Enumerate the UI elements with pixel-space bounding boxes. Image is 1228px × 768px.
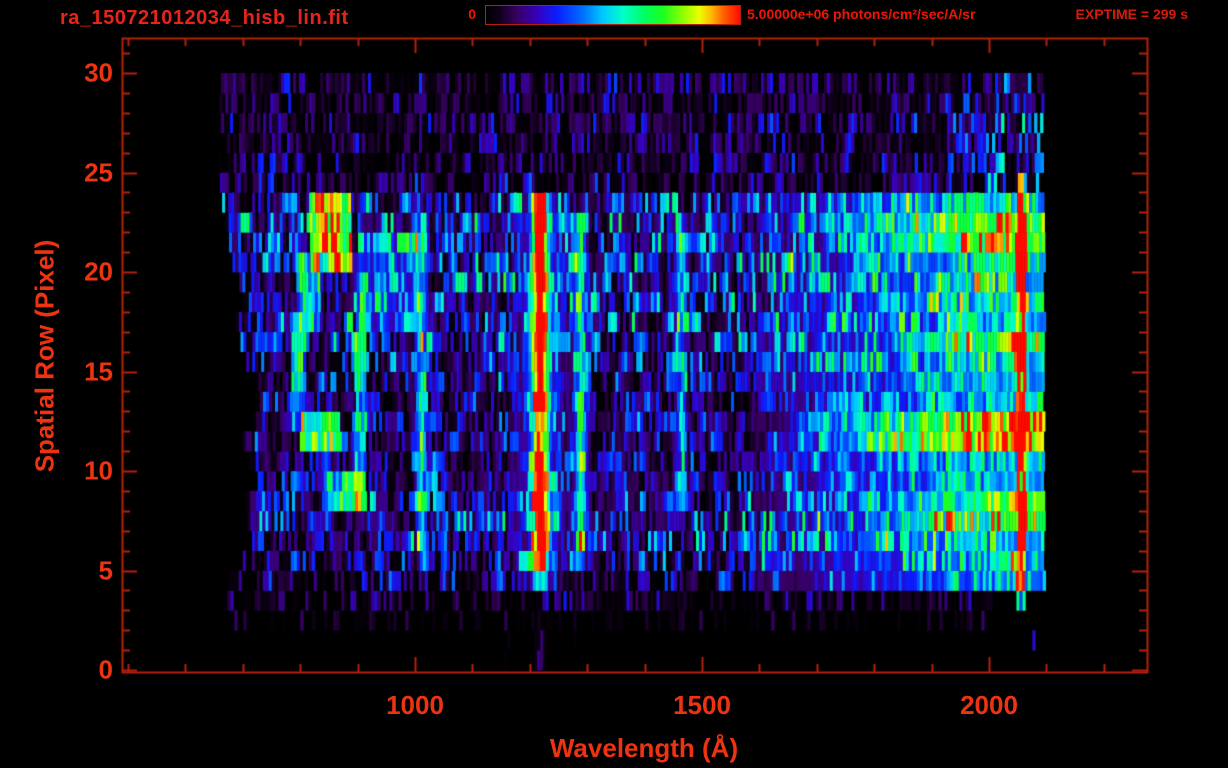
exptime-label: EXPTIME = 299 s — [1075, 6, 1188, 22]
x-tick-label: 2000 — [960, 690, 1018, 720]
colorbar-max-label: 5.00000e+06 photons/cm²/sec/A/sr — [747, 6, 976, 22]
colorbar-gradient — [485, 5, 741, 25]
y-tick-label: 0 — [98, 654, 113, 685]
plot-title: ra_150721012034_hisb_lin.fit — [60, 7, 349, 29]
x-tick-label: 1000 — [386, 690, 444, 720]
y-tick-label: 10 — [84, 455, 113, 486]
y-tick-label: 25 — [84, 157, 113, 187]
x-tick-label: 1500 — [673, 690, 731, 720]
y-axis-title: Spatial Row (Pixel) — [29, 239, 60, 473]
colorbar-min-label: 0 — [468, 6, 476, 22]
y-tick-label: 5 — [98, 555, 113, 585]
y-tick-label: 30 — [84, 57, 113, 88]
x-axis-title: Wavelength (Å) — [549, 733, 739, 763]
y-tick-label: 15 — [84, 356, 113, 386]
y-tick-label: 20 — [84, 256, 113, 287]
